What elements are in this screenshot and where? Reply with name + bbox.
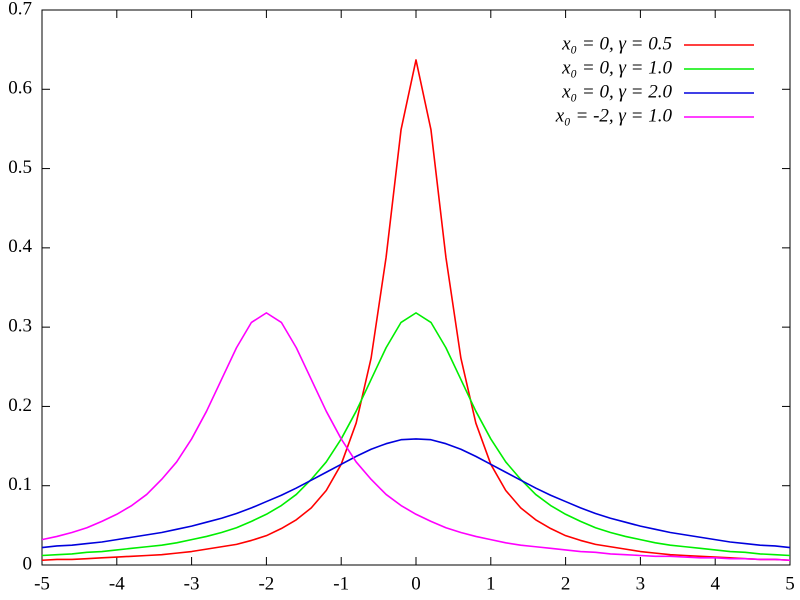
series-line xyxy=(41,59,791,562)
x-tick-label: 2 xyxy=(561,573,571,594)
legend-label: x₀ = 0, γ = 1.0 xyxy=(561,57,672,78)
legend-label: x₀ = 0, γ = 2.0 xyxy=(561,81,672,102)
x-tick-label: 4 xyxy=(710,573,720,594)
x-tick-label: -5 xyxy=(34,573,50,594)
y-tick-label: 0.3 xyxy=(8,316,32,337)
series-line xyxy=(41,438,791,549)
x-tick-label: -1 xyxy=(333,573,349,594)
x-tick-label: -4 xyxy=(109,573,125,594)
legend-label: x₀ = 0, γ = 0.5 xyxy=(561,33,672,54)
x-tick-label: -3 xyxy=(184,573,200,594)
x-tick-label: 5 xyxy=(785,573,795,594)
x-tick-label: 0 xyxy=(411,573,421,594)
series-line xyxy=(41,312,791,557)
x-tick-label: -2 xyxy=(258,573,274,594)
y-tick-label: 0 xyxy=(23,553,33,574)
y-tick-label: 0.6 xyxy=(8,78,32,99)
y-tick-label: 0.4 xyxy=(8,236,32,257)
x-tick-label: 3 xyxy=(636,573,646,594)
y-tick-label: 0.5 xyxy=(8,157,32,178)
y-tick-label: 0.7 xyxy=(8,0,32,19)
series-line xyxy=(41,312,791,562)
y-tick-label: 0.1 xyxy=(8,474,32,495)
legend-label: x₀ = -2, γ = 1.0 xyxy=(555,105,673,126)
plot-frame xyxy=(41,9,791,566)
x-tick-label: 1 xyxy=(486,573,496,594)
y-tick-label: 0.2 xyxy=(8,395,32,416)
